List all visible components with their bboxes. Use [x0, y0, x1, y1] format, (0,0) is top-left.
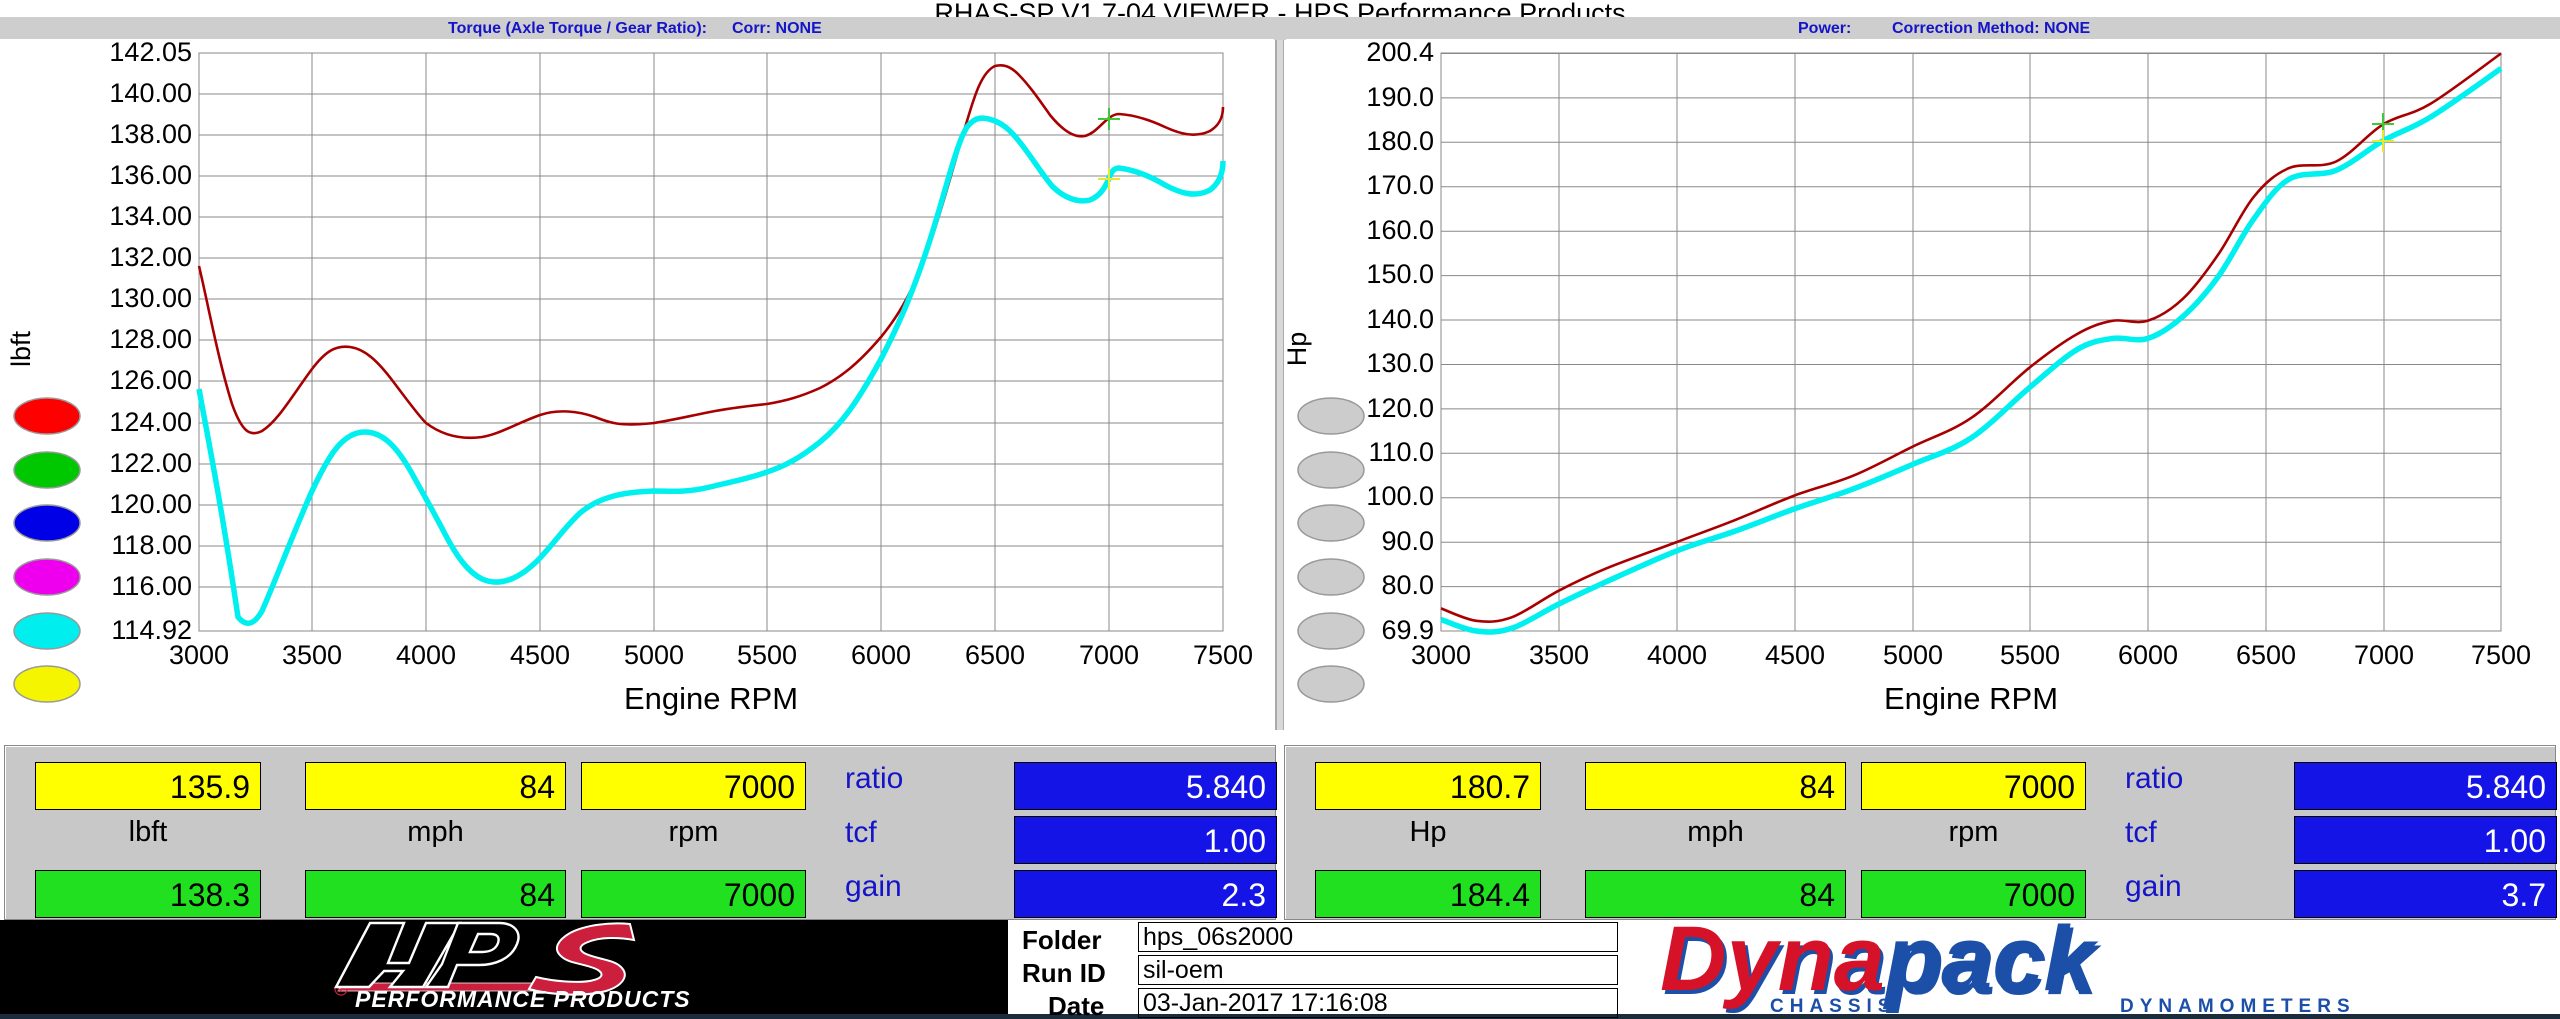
svg-text:3500: 3500 — [282, 640, 342, 670]
svg-text:120.0: 120.0 — [1366, 393, 1434, 423]
svg-text:lbft: lbft — [6, 330, 36, 367]
svg-text:6000: 6000 — [2118, 640, 2178, 670]
svg-text:Engine RPM: Engine RPM — [624, 681, 798, 716]
svg-text:138.00: 138.00 — [109, 119, 192, 149]
svg-text:3500: 3500 — [1529, 640, 1589, 670]
svg-text:5000: 5000 — [624, 640, 684, 670]
svg-text:116.00: 116.00 — [111, 571, 192, 601]
svg-text:6000: 6000 — [851, 640, 911, 670]
svg-text:126.00: 126.00 — [109, 365, 192, 395]
svg-text:3000: 3000 — [1411, 640, 1471, 670]
svg-text:80.0: 80.0 — [1381, 570, 1434, 600]
svg-text:Hp: Hp — [1284, 332, 1312, 367]
svg-text:130.0: 130.0 — [1366, 348, 1434, 378]
svg-text:130.00: 130.00 — [109, 283, 192, 313]
svg-text:7500: 7500 — [2471, 640, 2531, 670]
svg-text:170.0: 170.0 — [1366, 170, 1434, 200]
svg-text:120.00: 120.00 — [109, 489, 192, 519]
svg-text:7000: 7000 — [1079, 640, 1139, 670]
svg-text:5500: 5500 — [737, 640, 797, 670]
svg-text:140.00: 140.00 — [109, 78, 192, 108]
svg-text:122.00: 122.00 — [109, 448, 192, 478]
svg-text:134.00: 134.00 — [109, 201, 192, 231]
svg-text:128.00: 128.00 — [109, 324, 192, 354]
svg-text:124.00: 124.00 — [109, 407, 192, 437]
svg-text:90.0: 90.0 — [1381, 526, 1434, 556]
svg-text:7500: 7500 — [1193, 640, 1253, 670]
svg-text:Engine RPM: Engine RPM — [1884, 681, 2058, 716]
svg-text:136.00: 136.00 — [109, 160, 192, 190]
svg-text:5500: 5500 — [2000, 640, 2060, 670]
svg-text:6500: 6500 — [2236, 640, 2296, 670]
svg-text:7000: 7000 — [2354, 640, 2414, 670]
svg-text:160.0: 160.0 — [1366, 215, 1434, 245]
svg-text:4000: 4000 — [1647, 640, 1707, 670]
svg-text:118.00: 118.00 — [111, 530, 192, 560]
svg-text:132.00: 132.00 — [109, 242, 192, 272]
svg-text:200.4: 200.4 — [1366, 39, 1434, 67]
svg-text:142.05: 142.05 — [109, 39, 192, 67]
svg-text:4500: 4500 — [510, 640, 570, 670]
svg-text:150.0: 150.0 — [1366, 259, 1434, 289]
svg-text:110.0: 110.0 — [1368, 437, 1434, 467]
svg-text:140.0: 140.0 — [1366, 304, 1434, 334]
svg-text:6500: 6500 — [965, 640, 1025, 670]
svg-text:100.0: 100.0 — [1366, 481, 1434, 511]
svg-text:5000: 5000 — [1883, 640, 1943, 670]
svg-text:4500: 4500 — [1765, 640, 1825, 670]
svg-text:190.0: 190.0 — [1366, 82, 1434, 112]
svg-text:4000: 4000 — [396, 640, 456, 670]
svg-text:3000: 3000 — [169, 640, 229, 670]
svg-text:180.0: 180.0 — [1366, 126, 1434, 156]
